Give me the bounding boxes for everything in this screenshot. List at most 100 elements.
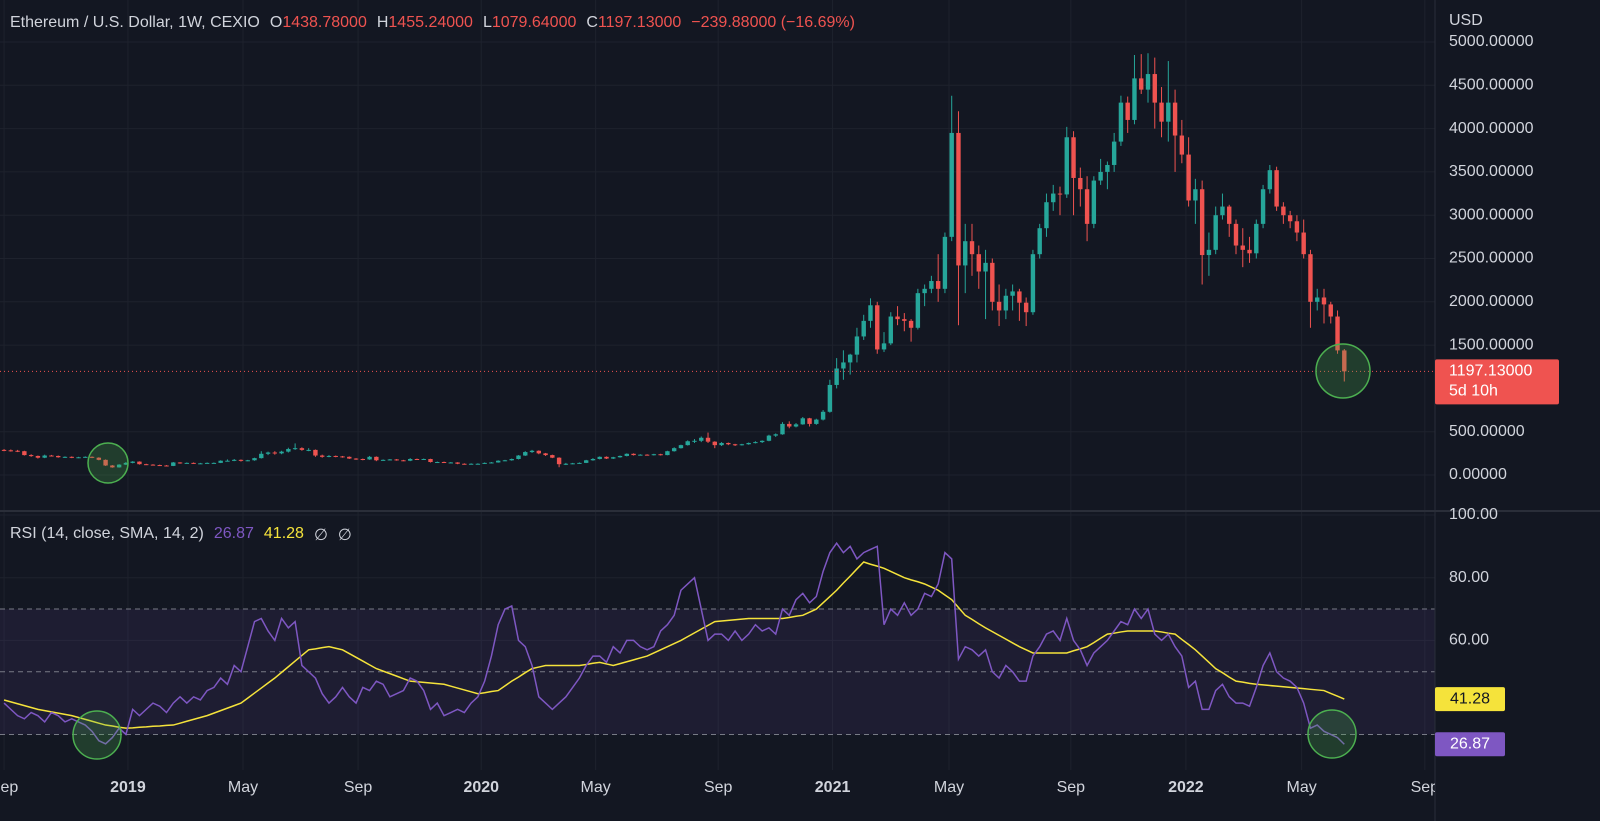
candle-body bbox=[922, 288, 927, 294]
candle-body bbox=[793, 424, 799, 427]
candle-body bbox=[834, 368, 839, 385]
candle-body bbox=[28, 455, 34, 457]
candle-body bbox=[286, 449, 291, 452]
candle-body bbox=[1294, 221, 1300, 233]
x-tick-label: Sep bbox=[704, 779, 733, 796]
status-icon: ∅ bbox=[313, 527, 328, 544]
candle-body bbox=[69, 456, 74, 458]
x-tick-label: Sep bbox=[1057, 779, 1086, 796]
candle-body bbox=[441, 462, 447, 464]
candle-body bbox=[475, 463, 481, 465]
candle-body bbox=[1159, 102, 1164, 122]
candle-body bbox=[184, 462, 190, 464]
candle-body bbox=[326, 455, 332, 457]
candle-body bbox=[306, 449, 311, 451]
candle-body bbox=[732, 444, 738, 446]
candle-body bbox=[847, 354, 853, 363]
value-tag bbox=[1435, 687, 1505, 712]
value-tag-label: 26.87 bbox=[1450, 735, 1490, 752]
candle-body bbox=[658, 454, 663, 456]
candle-body bbox=[1199, 189, 1205, 256]
candle-body bbox=[482, 462, 487, 464]
candle-body bbox=[218, 460, 223, 463]
candle-body bbox=[1, 449, 7, 451]
candle-body bbox=[956, 132, 961, 266]
candle-body bbox=[1342, 350, 1347, 372]
candle-body bbox=[164, 465, 169, 467]
candle-body bbox=[191, 462, 196, 464]
x-tick-label: 2021 bbox=[815, 779, 851, 796]
status-icon: ∅ bbox=[337, 527, 352, 544]
candle-body bbox=[611, 457, 616, 459]
candle-body bbox=[1098, 171, 1103, 181]
candle-body bbox=[935, 281, 941, 289]
y-tick-label: 3000.00000 bbox=[1449, 206, 1534, 223]
candle-body bbox=[1078, 177, 1083, 190]
y-tick-label: 4000.00000 bbox=[1449, 120, 1534, 137]
candle-body bbox=[394, 459, 399, 461]
candle-body bbox=[462, 463, 467, 465]
x-tick-label: 2022 bbox=[1168, 779, 1204, 796]
candle-body bbox=[455, 462, 460, 464]
highlight-circle bbox=[87, 442, 129, 484]
grid bbox=[0, 0, 1435, 770]
candle-body bbox=[1328, 304, 1333, 317]
candle-body bbox=[915, 293, 921, 328]
candle-body bbox=[1084, 189, 1090, 224]
candle-body bbox=[1044, 202, 1049, 229]
candle-body bbox=[820, 411, 826, 420]
candle-body bbox=[969, 241, 975, 255]
candle-body bbox=[211, 462, 217, 464]
candle-body bbox=[272, 452, 278, 454]
candle-body bbox=[1051, 193, 1056, 203]
candle-body bbox=[631, 453, 636, 456]
candle-body bbox=[204, 462, 210, 464]
countdown-label: 5d 10h bbox=[1449, 383, 1498, 400]
candle-body bbox=[387, 459, 393, 461]
candle-body bbox=[638, 454, 643, 456]
candle-body bbox=[983, 262, 988, 272]
candle-body bbox=[110, 465, 115, 468]
candle-body bbox=[1213, 215, 1218, 250]
candle-body bbox=[1240, 245, 1245, 250]
candle-body bbox=[908, 320, 914, 328]
candle-body bbox=[624, 453, 629, 456]
candle-body bbox=[1254, 223, 1259, 254]
candle-body bbox=[523, 452, 528, 456]
candle-body bbox=[1335, 316, 1340, 351]
candle-body bbox=[347, 456, 352, 459]
symbol-title: Ethereum / U.S. Dollar, 1W, CEXIO bbox=[10, 14, 260, 31]
y-tick-label: 1500.00000 bbox=[1449, 336, 1534, 353]
ohlc-label: C bbox=[586, 14, 598, 31]
highlight-circle bbox=[72, 710, 122, 760]
candle-body bbox=[171, 462, 176, 466]
ohlc-label: H bbox=[376, 14, 389, 31]
candle-body bbox=[705, 437, 711, 442]
symbol-legend: Ethereum / U.S. Dollar, 1W, CEXIO O 1438.… bbox=[10, 14, 855, 32]
indicator-line bbox=[3, 541, 1345, 745]
candle-body bbox=[130, 461, 135, 463]
x-tick-label: Sep bbox=[0, 779, 18, 796]
candle-body bbox=[875, 305, 880, 350]
candle-body bbox=[1321, 297, 1327, 305]
candle-body bbox=[232, 459, 237, 461]
candle-body bbox=[516, 455, 521, 459]
candle-body bbox=[150, 464, 156, 466]
candle-body bbox=[1227, 206, 1232, 224]
candle-body bbox=[726, 442, 731, 445]
y-tick-label: 2500.00000 bbox=[1449, 250, 1534, 267]
candle-body bbox=[367, 456, 372, 460]
candle-body bbox=[1247, 249, 1252, 254]
candle-body bbox=[157, 465, 162, 467]
candle-body bbox=[83, 456, 88, 458]
candle-body bbox=[495, 460, 501, 463]
candle-body bbox=[1267, 170, 1273, 190]
candle-body bbox=[536, 450, 542, 454]
candle-body bbox=[550, 455, 555, 458]
change-value: −239.88000 (−16.69%) bbox=[691, 14, 855, 31]
candle-body bbox=[1125, 102, 1130, 120]
candle-body bbox=[996, 301, 1002, 311]
candle-body bbox=[861, 320, 866, 337]
candle-body bbox=[76, 457, 81, 459]
